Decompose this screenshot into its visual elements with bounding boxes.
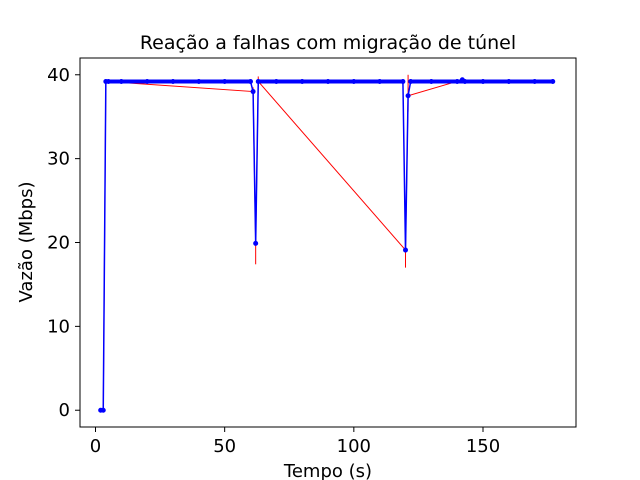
x-axis-label: Tempo (s) <box>283 461 372 480</box>
y-tick-label: 0 <box>59 400 70 421</box>
y-tick-label: 30 <box>47 149 70 170</box>
data-point <box>550 78 556 84</box>
data-point <box>222 78 228 84</box>
x-tick-label: 150 <box>466 436 500 457</box>
data-point <box>480 78 486 84</box>
data-point <box>428 78 434 84</box>
data-point <box>532 78 538 84</box>
data-point <box>405 93 411 99</box>
y-axis: 0 10 20 30 40 <box>47 65 80 421</box>
data-point <box>400 78 406 84</box>
data-point <box>144 78 150 84</box>
data-point <box>462 78 468 84</box>
data-point <box>377 78 383 84</box>
data-point <box>196 78 202 84</box>
data-point <box>325 78 331 84</box>
chart-title: Reação a falhas com migração de túnel <box>140 32 516 54</box>
y-tick-label: 40 <box>47 65 70 86</box>
x-tick-label: 100 <box>337 436 371 457</box>
data-point <box>170 78 176 84</box>
line-series <box>98 77 556 413</box>
y-tick-label: 10 <box>47 316 70 337</box>
x-axis: 0 50 100 150 <box>90 427 500 457</box>
x-tick-label: 0 <box>90 436 101 457</box>
y-tick-label: 20 <box>47 233 70 254</box>
data-point <box>255 78 261 84</box>
data-point <box>408 78 414 84</box>
data-point <box>250 89 256 95</box>
data-point <box>351 78 357 84</box>
y-axis-label: Vazão (Mbps) <box>16 182 37 303</box>
data-point <box>454 78 460 84</box>
data-point <box>248 78 253 84</box>
data-point <box>403 247 408 253</box>
data-point <box>506 78 512 84</box>
data-point <box>273 78 279 84</box>
data-point <box>105 78 111 84</box>
data-point <box>253 240 259 246</box>
data-point <box>118 78 124 84</box>
x-tick-label: 50 <box>213 436 236 457</box>
data-point <box>100 407 106 413</box>
data-point <box>299 78 305 84</box>
